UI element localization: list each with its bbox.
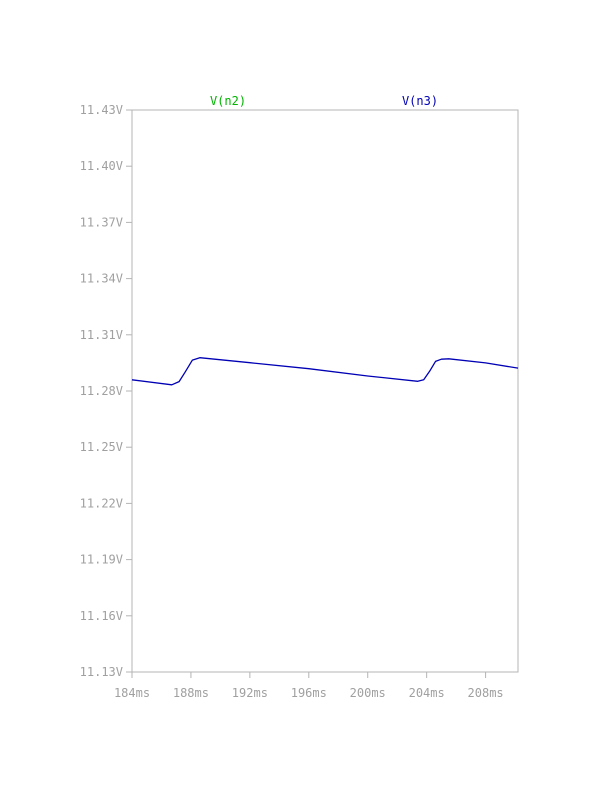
y-tick-label: 11.28V bbox=[80, 384, 123, 398]
x-tick-label: 200ms bbox=[350, 686, 386, 700]
x-tick-label: 184ms bbox=[114, 686, 150, 700]
legend-label: V(n2) bbox=[210, 94, 246, 108]
y-tick-label: 11.31V bbox=[80, 328, 123, 342]
y-tick-label: 11.25V bbox=[80, 440, 123, 454]
y-tick-label: 11.34V bbox=[80, 272, 123, 286]
x-tick-label: 208ms bbox=[468, 686, 504, 700]
x-tick-label: 188ms bbox=[173, 686, 209, 700]
x-tick-label: 196ms bbox=[291, 686, 327, 700]
x-tick-label: 192ms bbox=[232, 686, 268, 700]
x-axis: 184ms 188ms 192ms 196ms 200ms 204ms 208ms bbox=[114, 672, 504, 700]
y-axis: 11.43V 11.40V 11.37V 11.34V 11.31V 11.28V 11.2… bbox=[80, 103, 132, 679]
y-tick-label: 11.37V bbox=[80, 215, 123, 229]
legend: V(n2) V(n3) bbox=[210, 94, 438, 108]
y-tick-label: 11.22V bbox=[80, 496, 123, 510]
y-tick-label: 11.19V bbox=[80, 553, 123, 567]
y-tick-label: 11.16V bbox=[80, 609, 123, 623]
series-layer bbox=[131, 357, 519, 386]
series-line bbox=[131, 357, 519, 386]
y-tick-label: 11.13V bbox=[80, 665, 123, 679]
y-tick-label: 11.40V bbox=[80, 159, 123, 173]
y-tick-label: 11.43V bbox=[80, 103, 123, 117]
x-tick-label: 204ms bbox=[409, 686, 445, 700]
plot-frame bbox=[131, 109, 519, 673]
legend-label: V(n3) bbox=[402, 94, 438, 108]
